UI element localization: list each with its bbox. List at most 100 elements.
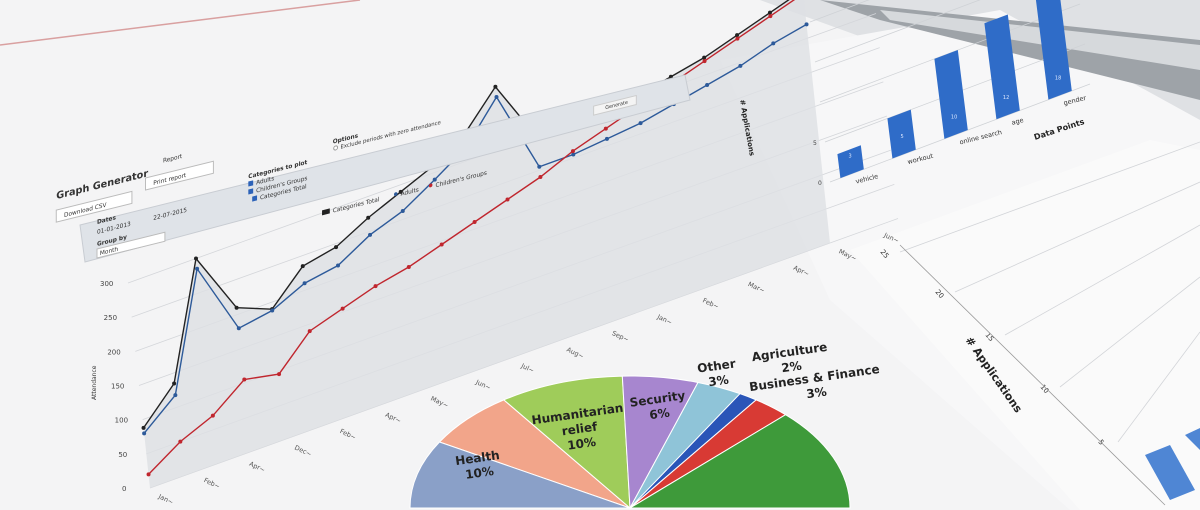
checkbox-categories-total[interactable] <box>252 195 258 202</box>
paper-sheet-bottom-right <box>850 140 1200 510</box>
data-point <box>242 377 247 382</box>
legend-swatch-total <box>322 208 330 216</box>
data-point <box>178 439 183 444</box>
y-tick-label: 5 <box>813 140 817 147</box>
x-tick-label: age <box>1011 116 1025 127</box>
option-exclude-radio[interactable] <box>333 145 339 151</box>
data-point <box>505 197 510 202</box>
data-point <box>368 232 373 237</box>
data-point <box>804 22 809 27</box>
y-tick-label: 0 <box>122 485 126 493</box>
data-point <box>406 265 411 269</box>
generate-label: Generate <box>605 100 628 112</box>
data-point <box>571 152 576 157</box>
data-point <box>494 95 499 99</box>
pie-label: 10% <box>566 435 596 453</box>
gridline <box>809 0 870 23</box>
pie-slice <box>409 441 631 509</box>
data-point <box>336 263 341 268</box>
gridline <box>1059 276 1200 388</box>
legend-adults: Adults <box>401 186 419 197</box>
y-tick-label: 300 <box>100 280 113 288</box>
data-point <box>146 472 151 477</box>
controls-panel <box>79 74 691 263</box>
y-tick-label: 100 <box>115 417 128 425</box>
bar-value-label: 10 <box>951 114 957 120</box>
data-point <box>705 83 710 87</box>
y-tick-label: 200 <box>107 348 120 356</box>
bar <box>1035 0 1072 100</box>
data-point <box>302 281 307 286</box>
pie-label: 3% <box>707 373 729 390</box>
category-adults: Adults <box>256 175 274 186</box>
print-report-button[interactable] <box>145 160 214 191</box>
checkbox-childrens-groups[interactable] <box>248 188 254 195</box>
pie-label: 10% <box>464 464 494 482</box>
group-by-select[interactable] <box>96 231 166 259</box>
bar-value-label: 5 <box>901 134 904 140</box>
data-point <box>771 41 776 46</box>
data-point <box>373 284 378 289</box>
y-tick-label: 250 <box>104 314 117 322</box>
pie-slice <box>502 375 631 510</box>
data-point <box>195 266 200 271</box>
y-tick-label: 10 <box>1038 383 1050 395</box>
data-point <box>638 121 643 126</box>
bar <box>934 50 968 139</box>
data-point <box>340 306 345 311</box>
y-tick-label: 15 <box>983 331 995 343</box>
y-tick-label: 20 <box>933 288 945 300</box>
data-point <box>334 245 339 250</box>
data-point <box>172 381 177 386</box>
gridline <box>1004 224 1200 336</box>
pen-highlight <box>880 10 1200 70</box>
data-point <box>767 10 772 15</box>
pie-chart: Health10%Humanitarianrelief10%Security6%… <box>409 340 881 510</box>
pie-label: 3% <box>805 385 827 402</box>
data-point <box>173 393 178 398</box>
gridline <box>819 3 1081 103</box>
data-point <box>400 208 405 213</box>
bar <box>1145 445 1195 500</box>
bar <box>984 14 1020 120</box>
bar <box>837 145 864 179</box>
faded-chart-line <box>0 0 361 46</box>
data-point <box>472 220 477 224</box>
data-point <box>234 305 239 310</box>
data-point <box>603 126 608 131</box>
y-axis-label: Attendance <box>91 365 98 400</box>
data-point <box>300 264 305 269</box>
checkbox-adults[interactable] <box>248 180 254 187</box>
y-tick-label: 150 <box>111 383 124 391</box>
download-csv-button[interactable] <box>55 190 133 223</box>
pie-label: relief <box>561 419 599 438</box>
group-by-value: Month <box>100 246 118 258</box>
data-point <box>277 372 282 377</box>
legend-swatch-adults <box>394 192 398 196</box>
axis-line <box>899 244 1166 506</box>
pie-label: 2% <box>780 359 802 376</box>
bar-value-label: 12 <box>1003 95 1009 101</box>
data-point <box>236 326 241 331</box>
gridline <box>814 0 981 63</box>
data-point <box>538 175 543 179</box>
bar-value-label: 18 <box>1055 75 1061 81</box>
bar <box>887 109 916 159</box>
data-point <box>702 59 707 64</box>
pie-label: Other <box>696 356 736 375</box>
generate-button[interactable] <box>593 94 637 116</box>
data-point <box>735 33 740 38</box>
pie-label: Health <box>454 448 500 468</box>
data-point <box>366 215 371 220</box>
pie-label: 6% <box>648 406 670 423</box>
data-point <box>398 189 403 194</box>
data-point <box>735 36 740 41</box>
gridline <box>954 181 1200 293</box>
data-point <box>604 136 609 141</box>
bar-value-label: 3 <box>849 154 852 160</box>
y-tick-label: 0 <box>818 180 822 187</box>
data-point <box>210 413 215 418</box>
data-point <box>141 425 146 430</box>
data-point <box>194 256 198 261</box>
